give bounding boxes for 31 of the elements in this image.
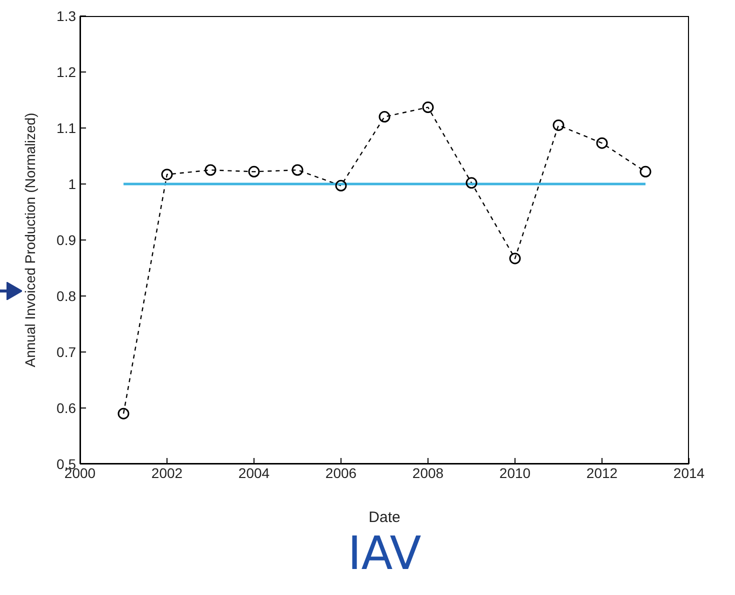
- y-tick-label: 1.3: [56, 8, 76, 24]
- point: [466, 177, 478, 189]
- x-tick-label: 2012: [586, 464, 618, 481]
- point: [204, 164, 216, 176]
- x-axis-title: Date: [368, 509, 400, 526]
- point: [378, 111, 390, 123]
- x-tick-label: 2008: [412, 464, 444, 481]
- text: IAV: [346, 526, 422, 580]
- point: [509, 252, 521, 264]
- x-tick-label: 2014: [673, 464, 705, 481]
- x-tick-label: 2010: [499, 464, 531, 481]
- x-tick-label: 2006: [325, 464, 357, 481]
- y-tick-label: 0.6: [56, 400, 76, 416]
- point: [161, 168, 173, 180]
- point: [335, 180, 347, 192]
- y-tick-label: 0.9: [56, 232, 76, 248]
- point: [292, 164, 304, 176]
- y-tick-label: 0.8: [56, 288, 76, 304]
- point: [596, 137, 608, 149]
- y-tick-label: 0.7: [56, 344, 76, 360]
- point: [248, 166, 260, 178]
- point: [422, 102, 434, 114]
- y-tick-label: 1.1: [56, 120, 76, 136]
- point: [552, 119, 564, 131]
- x-tick-label: 2002: [151, 464, 183, 481]
- point: [118, 408, 130, 420]
- x-tick-label: 2004: [238, 464, 270, 481]
- point: [640, 166, 652, 178]
- y-axis-title: Annual Invoiced Production (Normalized): [22, 112, 38, 368]
- y-tick-label: 1.2: [56, 64, 76, 80]
- y-tick-label: 1: [68, 176, 76, 192]
